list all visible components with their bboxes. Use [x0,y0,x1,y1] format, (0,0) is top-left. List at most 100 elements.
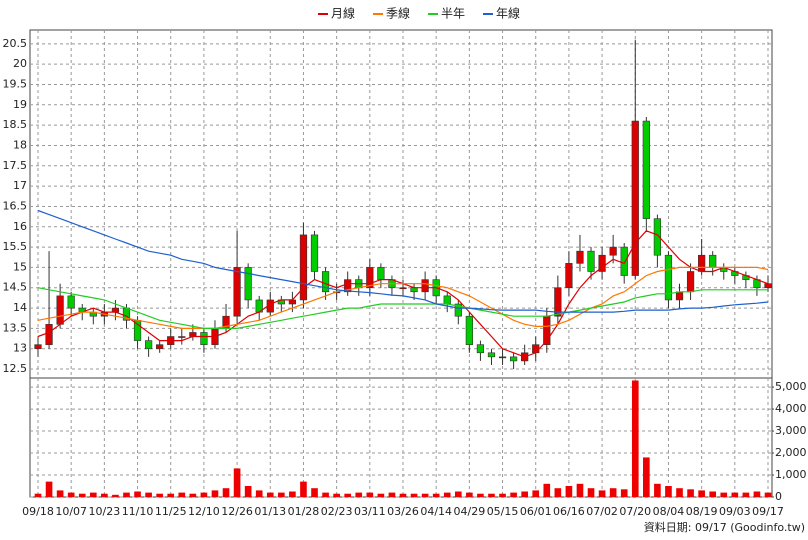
legend-label: 季線 [386,6,410,21]
volume-bar [709,491,717,497]
volume-bar [156,493,163,497]
x-tick-label: 08/04 [653,505,685,518]
y-tick-label: 20.5 [3,37,28,50]
volume-bar [34,493,42,497]
volume-bar [178,492,186,497]
candle-body [34,344,42,350]
y2-tick-label: 0 [775,490,782,503]
y-tick-label: 17 [13,179,27,192]
volume-bar [112,494,119,497]
volume-bar [134,491,141,497]
volume-bar [101,493,108,497]
candle-body [67,295,75,309]
candle-body [642,120,650,219]
x-tick-label: 01/28 [288,505,320,518]
candle-body [609,246,617,256]
x-tick-label: 10/23 [89,505,121,518]
x-tick-label: 08/19 [686,505,718,518]
x-tick-label: 07/02 [586,505,618,518]
volume-bar [432,493,440,497]
candle-body [443,295,451,305]
volume-bar [421,493,429,497]
y-tick-label: 16.5 [3,199,28,212]
y-tick-label: 19 [13,98,27,111]
volume-bar [289,491,296,497]
x-tick-label: 09/03 [719,505,751,518]
candle-body [288,299,297,305]
volume-bar [344,493,352,497]
volume-bar [753,491,761,497]
volume-bar [587,488,595,497]
candle-body [565,263,573,289]
volume-bar [576,483,584,497]
volume-bar [742,492,750,497]
plot-frame [29,29,773,498]
y-tick-label: 12.5 [3,362,28,375]
volume-bar [399,493,407,497]
volume-bar [643,457,650,497]
candle-body [653,218,662,256]
volume-bar [322,492,329,497]
y2-tick-label: 5,000 [775,380,807,393]
volume-bar [45,481,53,497]
volume-bar [366,492,374,497]
candle-body [299,234,308,301]
candle-body [498,356,507,359]
candle-body [764,283,772,289]
volume-bar [720,492,728,497]
x-tick-label: 09/18 [22,505,54,518]
x-tick-label: 04/29 [454,505,486,518]
volume-bar [454,491,462,497]
candle-body [377,267,385,280]
y2-tick-label: 3,000 [775,424,807,437]
volume-bar [278,492,285,497]
x-tick-label: 02/23 [321,505,353,518]
volume-bar [687,489,694,497]
x-tick-label: 11/10 [122,505,154,518]
candle-body [576,250,584,264]
x-tick-label: 09/17 [752,505,784,518]
candle-body [598,254,606,272]
candle-body [178,336,186,338]
volume-bar [233,468,241,497]
candle-body [200,332,208,345]
volume-bar [477,493,484,497]
x-tick-label: 11/25 [155,505,187,518]
candle-body [664,254,673,301]
candle-body [532,344,540,354]
candle-body [698,254,706,272]
candle-body [310,234,319,272]
volume-bar [167,493,175,497]
volume-bar [300,481,307,497]
x-tick-label: 03/26 [387,505,419,518]
volume-bar [388,492,396,497]
volume-bar [543,483,551,497]
candle-body [144,340,153,350]
y-tick-label: 15 [13,260,27,273]
volume-bar [764,492,772,497]
volume-bar [377,493,385,497]
volume-bar [333,493,340,497]
volume-bar [189,493,197,497]
volume-bar [609,488,617,497]
ma-line [37,209,769,313]
volume-bar [466,492,473,497]
legend-label: 半年 [441,7,465,21]
volume-bar [731,492,739,497]
y-tick-label: 20 [13,57,27,70]
volume-bar [443,492,451,497]
y-tick-label: 19.5 [3,77,28,90]
x-tick-label: 05/15 [487,505,519,518]
volume-bar [200,492,208,497]
y-tick-label: 13.5 [3,321,28,334]
x-tick-label: 07/20 [619,505,651,518]
y-tick-label: 16 [13,220,27,233]
candle-body [631,120,639,276]
volume-bar [123,492,130,497]
y2-tick-label: 4,000 [775,402,807,415]
candle-body [620,246,628,276]
x-tick-label: 12/10 [188,505,220,518]
y-tick-label: 18.5 [3,118,28,131]
ma-line [37,287,768,329]
volume-bar [410,493,418,497]
